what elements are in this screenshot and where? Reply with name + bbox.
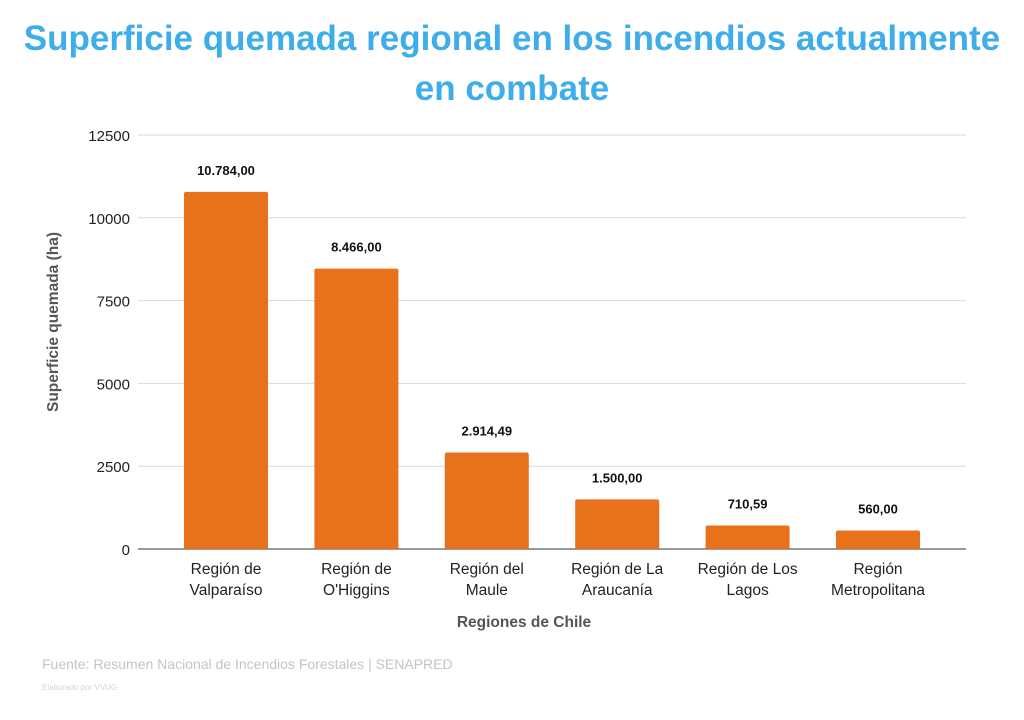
x-tick-label: Maule [466, 582, 508, 599]
x-tick-label: Valparaíso [190, 582, 263, 599]
bar [314, 268, 399, 549]
y-tick-label: 7500 [97, 294, 130, 311]
bar [575, 499, 660, 549]
y-tick-label: 12500 [88, 128, 130, 145]
x-tick-label: Araucanía [582, 582, 653, 599]
chart-title-line-2: en combate [414, 69, 610, 108]
x-tick-label: Región del [450, 561, 524, 578]
y-tick-label: 2500 [97, 459, 130, 476]
y-tick-label: 10000 [88, 211, 130, 228]
chart-title-line-1: Superficie quemada regional en los incen… [23, 19, 1001, 58]
data-label: 560,00 [858, 501, 898, 516]
bar [705, 525, 790, 549]
data-label: 10.784,00 [197, 163, 255, 178]
x-tick-label: O'Higgins [323, 582, 390, 599]
y-axis-title: Superficie quemada (ha) [45, 232, 62, 412]
bar [444, 452, 529, 549]
x-tick-label: Región de Los [698, 561, 798, 578]
credit-note: Elaborado por VVUG [42, 683, 118, 692]
x-tick-label: Lagos [726, 582, 768, 599]
y-tick-label: 0 [122, 542, 130, 559]
x-axis-title: Regiones de Chile [457, 614, 592, 631]
data-label: 710,59 [728, 496, 768, 511]
data-label: 1.500,00 [592, 470, 643, 485]
x-tick-label: Región [853, 561, 902, 578]
chart-title: Superficie quemada regional en los incen… [0, 14, 1024, 114]
y-tick-label: 5000 [97, 376, 130, 393]
data-label: 8.466,00 [331, 240, 382, 255]
bar [184, 191, 268, 549]
data-label: 2.914,49 [461, 423, 512, 438]
x-tick-label: Metropolitana [831, 582, 925, 599]
x-tick-label: Región de [321, 561, 392, 578]
x-tick-label: Región de La [571, 561, 664, 578]
x-tick-label: Región de [191, 561, 262, 578]
bar [836, 530, 920, 549]
source-note: Fuente: Resumen Nacional de Incendios Fo… [42, 656, 453, 672]
